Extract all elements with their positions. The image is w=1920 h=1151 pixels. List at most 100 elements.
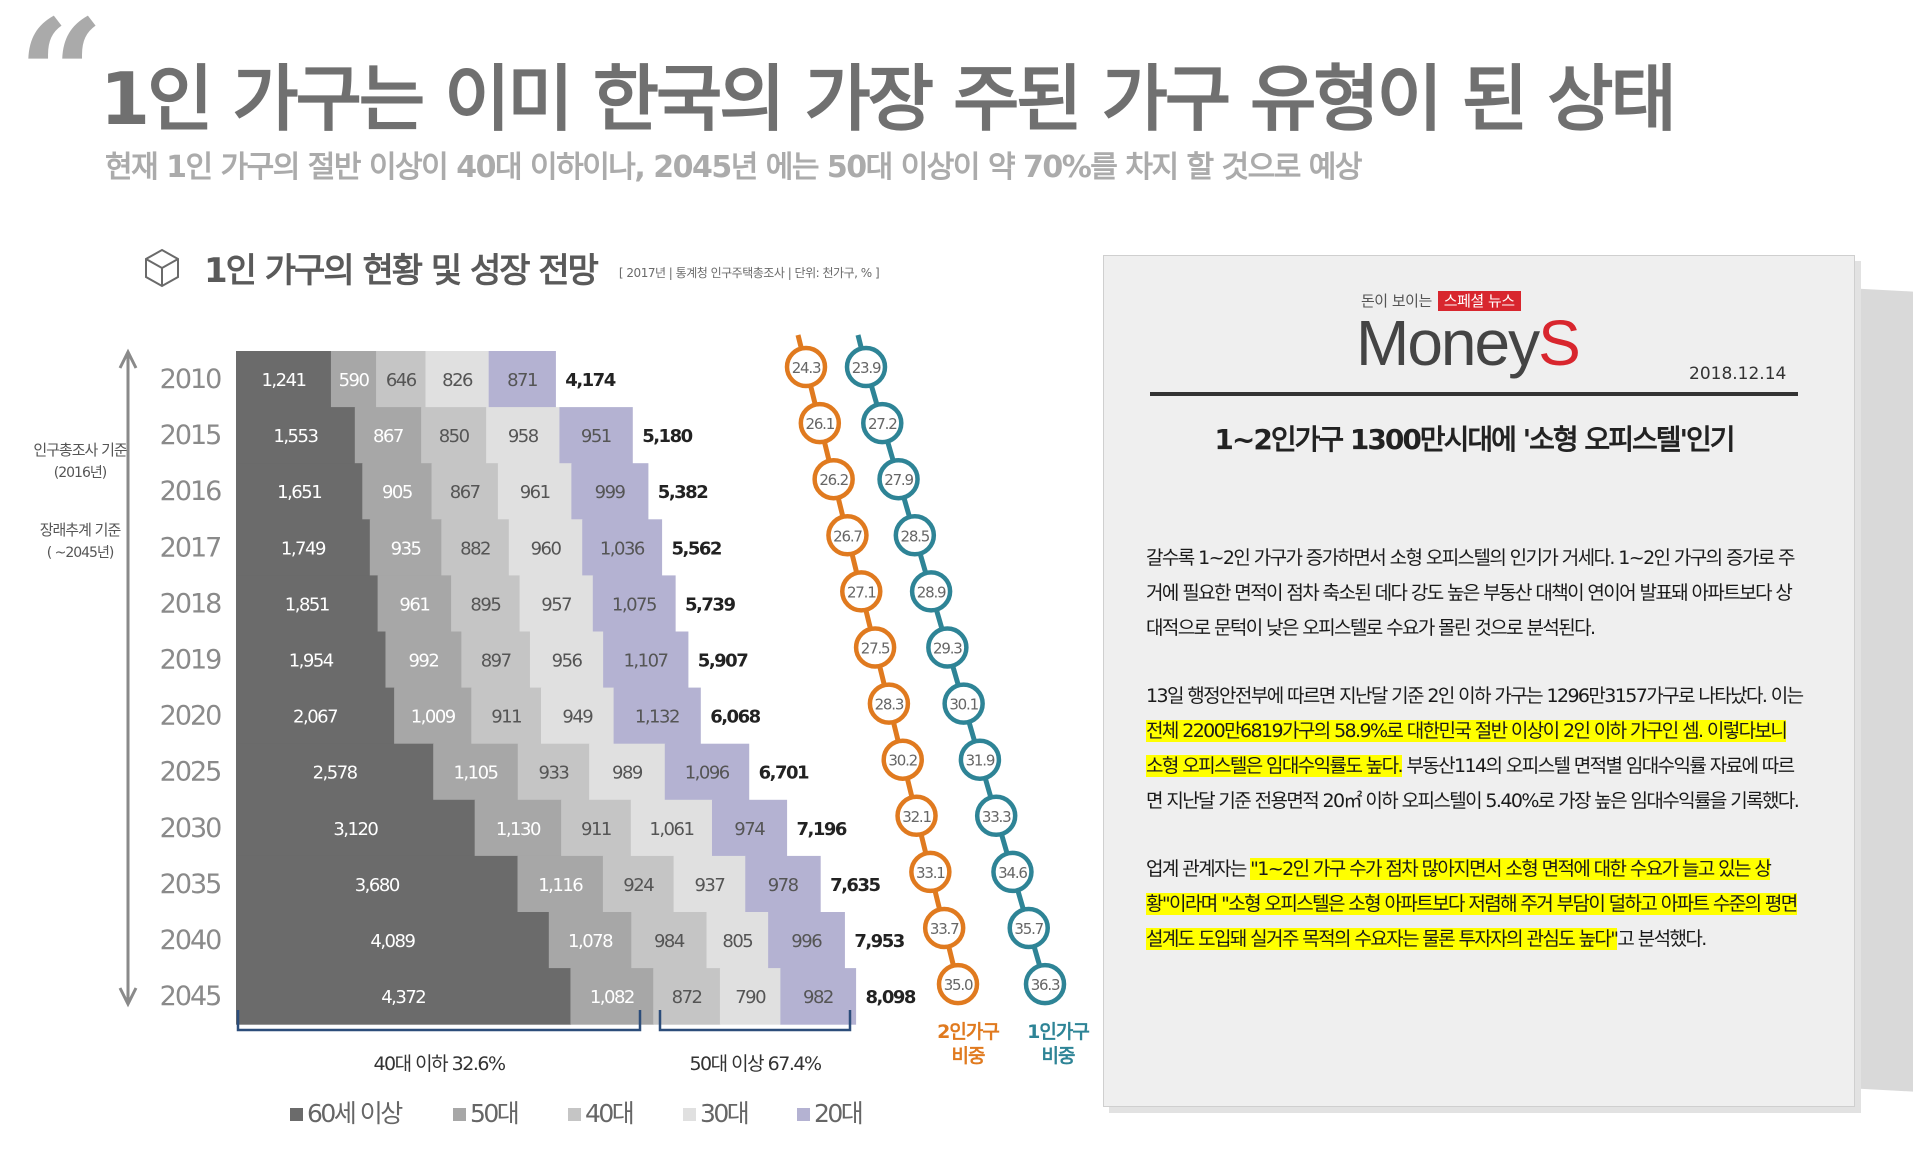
bar-segment [571, 463, 649, 520]
year-label: 2025 [160, 757, 221, 788]
share-2person-value-label: 26.1 [806, 415, 835, 433]
bar-value-label: 935 [391, 538, 421, 559]
bar-value-label: 905 [382, 482, 412, 503]
bar-segment [592, 575, 676, 632]
p2-text-b: 부동산114의 오피스텔 면적별 임대수익률 자료에 따르면 지난달 기준 전용… [1146, 755, 1800, 812]
bar-value-label: 850 [439, 426, 470, 447]
row-total-label: 5,562 [671, 538, 720, 559]
year-label: 2040 [160, 925, 222, 956]
share-2person-point [798, 401, 842, 445]
bar-segment [711, 799, 788, 857]
bar-value-label: 982 [803, 987, 833, 1008]
legend-label: 20대 [814, 1099, 862, 1128]
bar-segment [517, 743, 590, 801]
bar-value-label: 1,116 [538, 875, 583, 896]
bar-segment [529, 631, 604, 689]
bar-segment [631, 912, 708, 969]
bar-value-label: 2,578 [313, 763, 358, 784]
bar-segment [653, 968, 721, 1025]
share-1person-point [844, 345, 888, 389]
share-2person-value-label: 27.1 [847, 583, 876, 601]
bar-segment [236, 463, 363, 520]
share-1person-point [942, 682, 985, 725]
row-total-label: 5,382 [658, 482, 707, 503]
page-subtitle: 현재 1인 가구의 절반 이상이 40대 이하이나, 2045년 에는 50대 … [105, 150, 1362, 185]
row-total-label: 7,635 [830, 875, 880, 896]
bar-segment [236, 743, 434, 801]
share-2person-point [826, 514, 869, 557]
bar-value-label: 1,749 [281, 538, 326, 559]
share-1person-label-sub: 비중 [1042, 1045, 1075, 1067]
bar-segment [451, 575, 521, 632]
bar-segment [602, 855, 675, 913]
bar-segment [589, 743, 666, 801]
bar-value-label: 897 [481, 651, 511, 672]
share-2person-point [881, 738, 924, 781]
legend-swatch [453, 1108, 466, 1121]
share-1person-value-label: 29.3 [933, 640, 962, 658]
article-paragraph-3: 업계 관계자는 "1~2인 가구 수가 점차 많아지면서 소형 면적에 대한 수… [1146, 852, 1806, 957]
share-1person-value-label: 36.3 [1031, 976, 1060, 994]
p3-text-a: 업계 관계자는 [1146, 858, 1251, 880]
year-axis-arrow-up [118, 348, 138, 369]
bar-value-label: 1,107 [623, 651, 667, 672]
share-2person-point [853, 626, 897, 669]
bar-value-label: 1,078 [568, 931, 613, 952]
bar-segment [236, 968, 572, 1025]
share-2person-point [922, 906, 966, 950]
bar-value-label: 958 [508, 426, 539, 447]
share-1person-value-label: 35.7 [1014, 920, 1043, 938]
bar-segment [768, 912, 845, 969]
bracket-under40 [236, 1010, 642, 1032]
bar-segment [330, 351, 377, 408]
bar-segment [664, 743, 750, 801]
bar-segment [508, 519, 583, 576]
bar-value-label: 590 [339, 370, 370, 391]
chart-area: 인구총조사 기준 (2016년) 장래추계 기준 ( ~2045년) 2010 1,24… [33, 334, 1090, 1128]
bar-value-label: 937 [694, 875, 724, 896]
share-2person-value-label: 26.2 [819, 471, 848, 489]
year-label: 2015 [160, 420, 221, 451]
bar-value-label: 872 [672, 987, 702, 1008]
bar-segment [582, 519, 663, 576]
bar-segment [486, 407, 561, 464]
legend-label: 40대 [585, 1099, 633, 1128]
year-axis-arrow-down [118, 987, 138, 1008]
bar-segment [431, 463, 499, 520]
bar-segment [461, 631, 531, 689]
share-1person-value-label: 28.5 [901, 527, 930, 545]
row-total-label: 5,180 [642, 426, 692, 447]
legend-label: 50대 [470, 1099, 518, 1128]
legend-swatch [290, 1108, 303, 1121]
row-total-label: 6,701 [759, 763, 809, 784]
share-1person-point [877, 457, 920, 501]
bar-segment [236, 407, 356, 464]
bar-value-label: 974 [734, 819, 765, 840]
share-1person-value-label: 27.2 [868, 415, 897, 433]
bar-segment [236, 575, 379, 632]
share-1person-value-label: 30.1 [949, 696, 978, 714]
bar-segment [236, 912, 550, 969]
bar-value-label: 882 [460, 538, 490, 559]
bar-value-label: 1,061 [649, 819, 693, 840]
bar-value-label: 999 [595, 482, 626, 503]
share-2person-point [895, 794, 938, 838]
share-1person-point [909, 570, 953, 613]
bar-value-label: 1,009 [411, 707, 456, 728]
share-1person-label: 1인가구 [1027, 1021, 1089, 1043]
bar-segment [354, 407, 422, 464]
year-label: 2020 [160, 701, 222, 732]
bar-value-label: 978 [768, 875, 799, 896]
bar-segment [385, 631, 462, 689]
bar-segment [421, 407, 487, 464]
bar-value-label: 3,680 [355, 875, 400, 896]
article-date: 2018.12.14 [1689, 364, 1787, 384]
bar-segment [369, 519, 442, 576]
share-2person-value-label: 33.7 [930, 920, 959, 938]
share-1person-value-label: 34.6 [998, 864, 1027, 882]
bar-segment [394, 687, 472, 745]
p3-highlight: "1~2인 가구 수가 점차 많아지면서 소형 면적에 대한 수요가 늘고 있는… [1146, 858, 1798, 950]
side-label-sub: ( ~2045년) [47, 545, 114, 561]
share-2person-value-label: 32.1 [902, 808, 931, 826]
bar-value-label: 1,241 [261, 370, 305, 391]
